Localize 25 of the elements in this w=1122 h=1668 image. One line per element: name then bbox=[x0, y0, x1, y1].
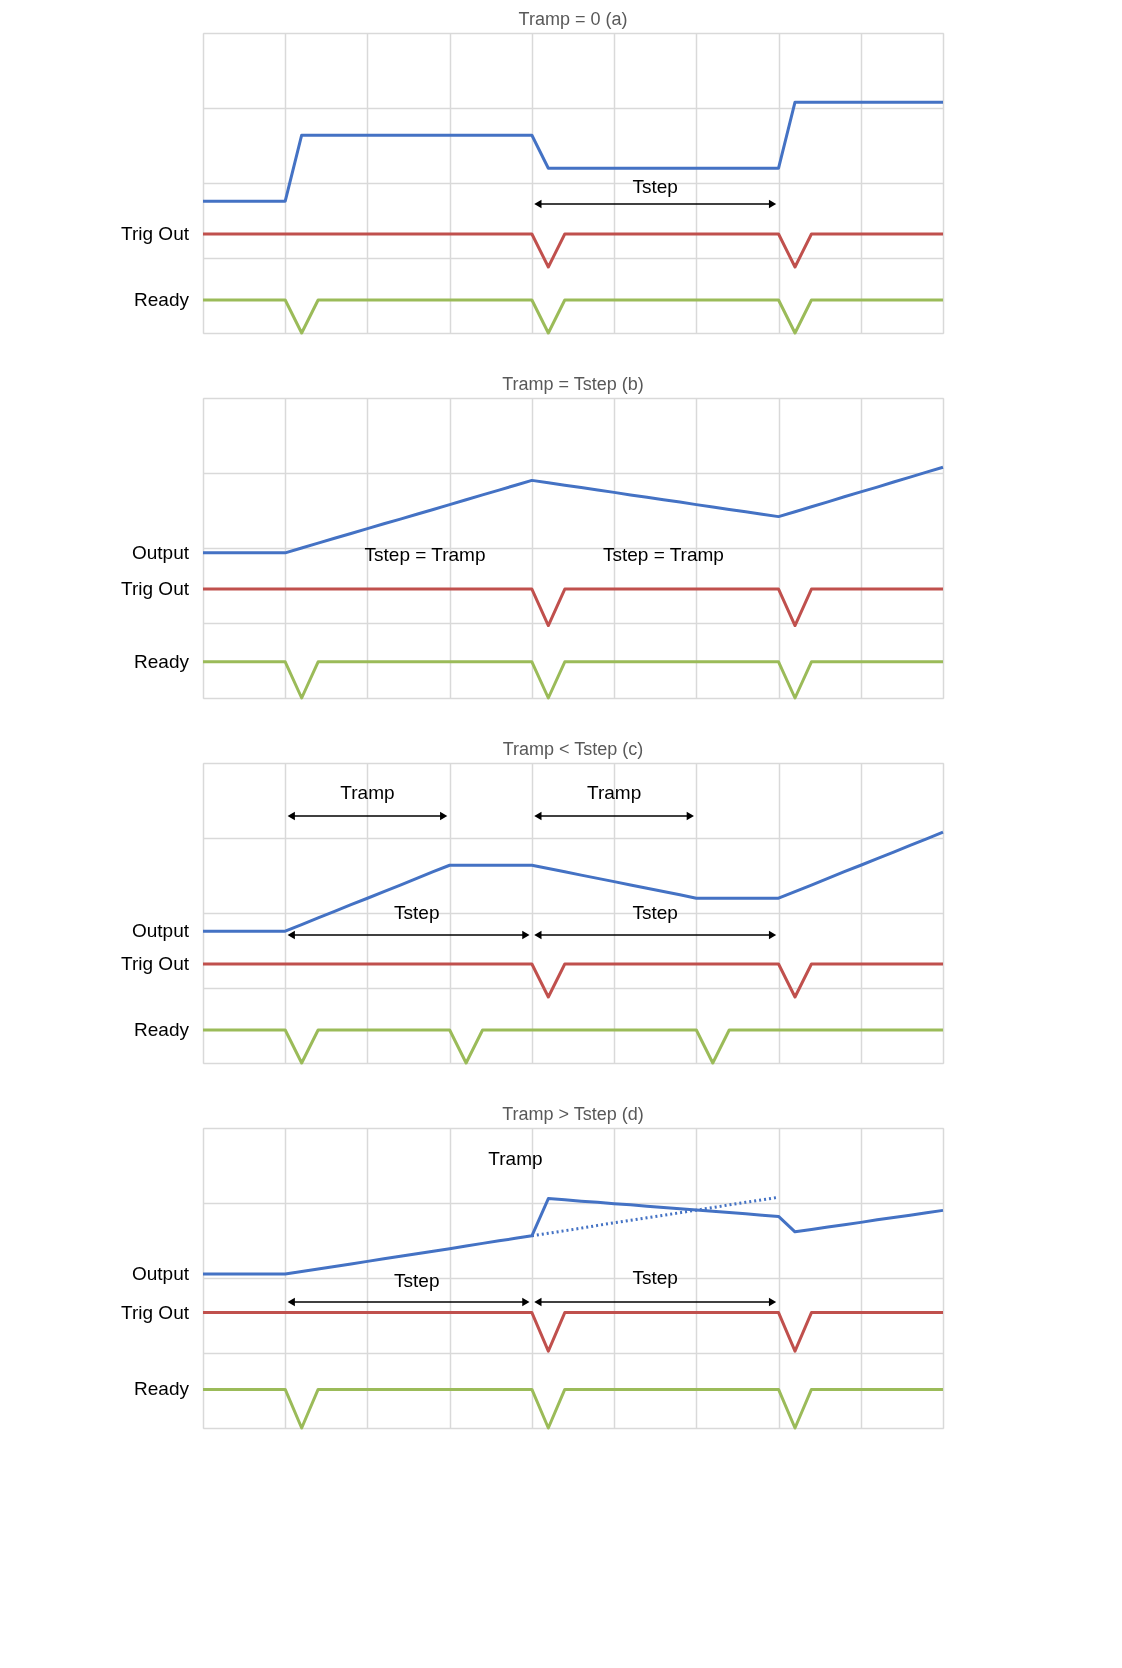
annotation: Tstep bbox=[632, 1267, 678, 1288]
series-label: Output bbox=[131, 1263, 190, 1285]
chart-title: Tramp = Tstep (b) bbox=[502, 374, 644, 394]
series-label: Trig Out bbox=[121, 223, 190, 244]
annotation: Tstep bbox=[394, 1270, 440, 1291]
chart-title: Tramp < Tstep (c) bbox=[502, 739, 644, 759]
series-label: Ready bbox=[134, 650, 190, 672]
chart-title: Tramp > Tstep (d) bbox=[502, 1104, 644, 1124]
series-label: Ready bbox=[134, 289, 190, 310]
series-label: Trig Out bbox=[121, 1301, 190, 1323]
series-label: Output bbox=[131, 541, 190, 563]
series-label: Output bbox=[131, 920, 190, 942]
annotation: Tstep bbox=[632, 176, 678, 197]
annotation: Tstep = Tramp bbox=[602, 544, 724, 565]
chart-title: Tramp = 0 (a) bbox=[518, 9, 628, 29]
series-label: Trig Out bbox=[121, 953, 190, 974]
annotation: Tstep bbox=[632, 902, 678, 923]
series-label: Trig Out bbox=[121, 578, 190, 600]
text: Tramp bbox=[488, 1148, 543, 1169]
text: Tramp bbox=[587, 782, 642, 803]
series-label: Ready bbox=[134, 1019, 190, 1040]
series-label: Ready bbox=[134, 1378, 190, 1400]
annotation: Tstep = Tramp bbox=[364, 544, 486, 565]
text: Tramp bbox=[340, 782, 395, 803]
annotation: Tstep bbox=[394, 902, 440, 923]
